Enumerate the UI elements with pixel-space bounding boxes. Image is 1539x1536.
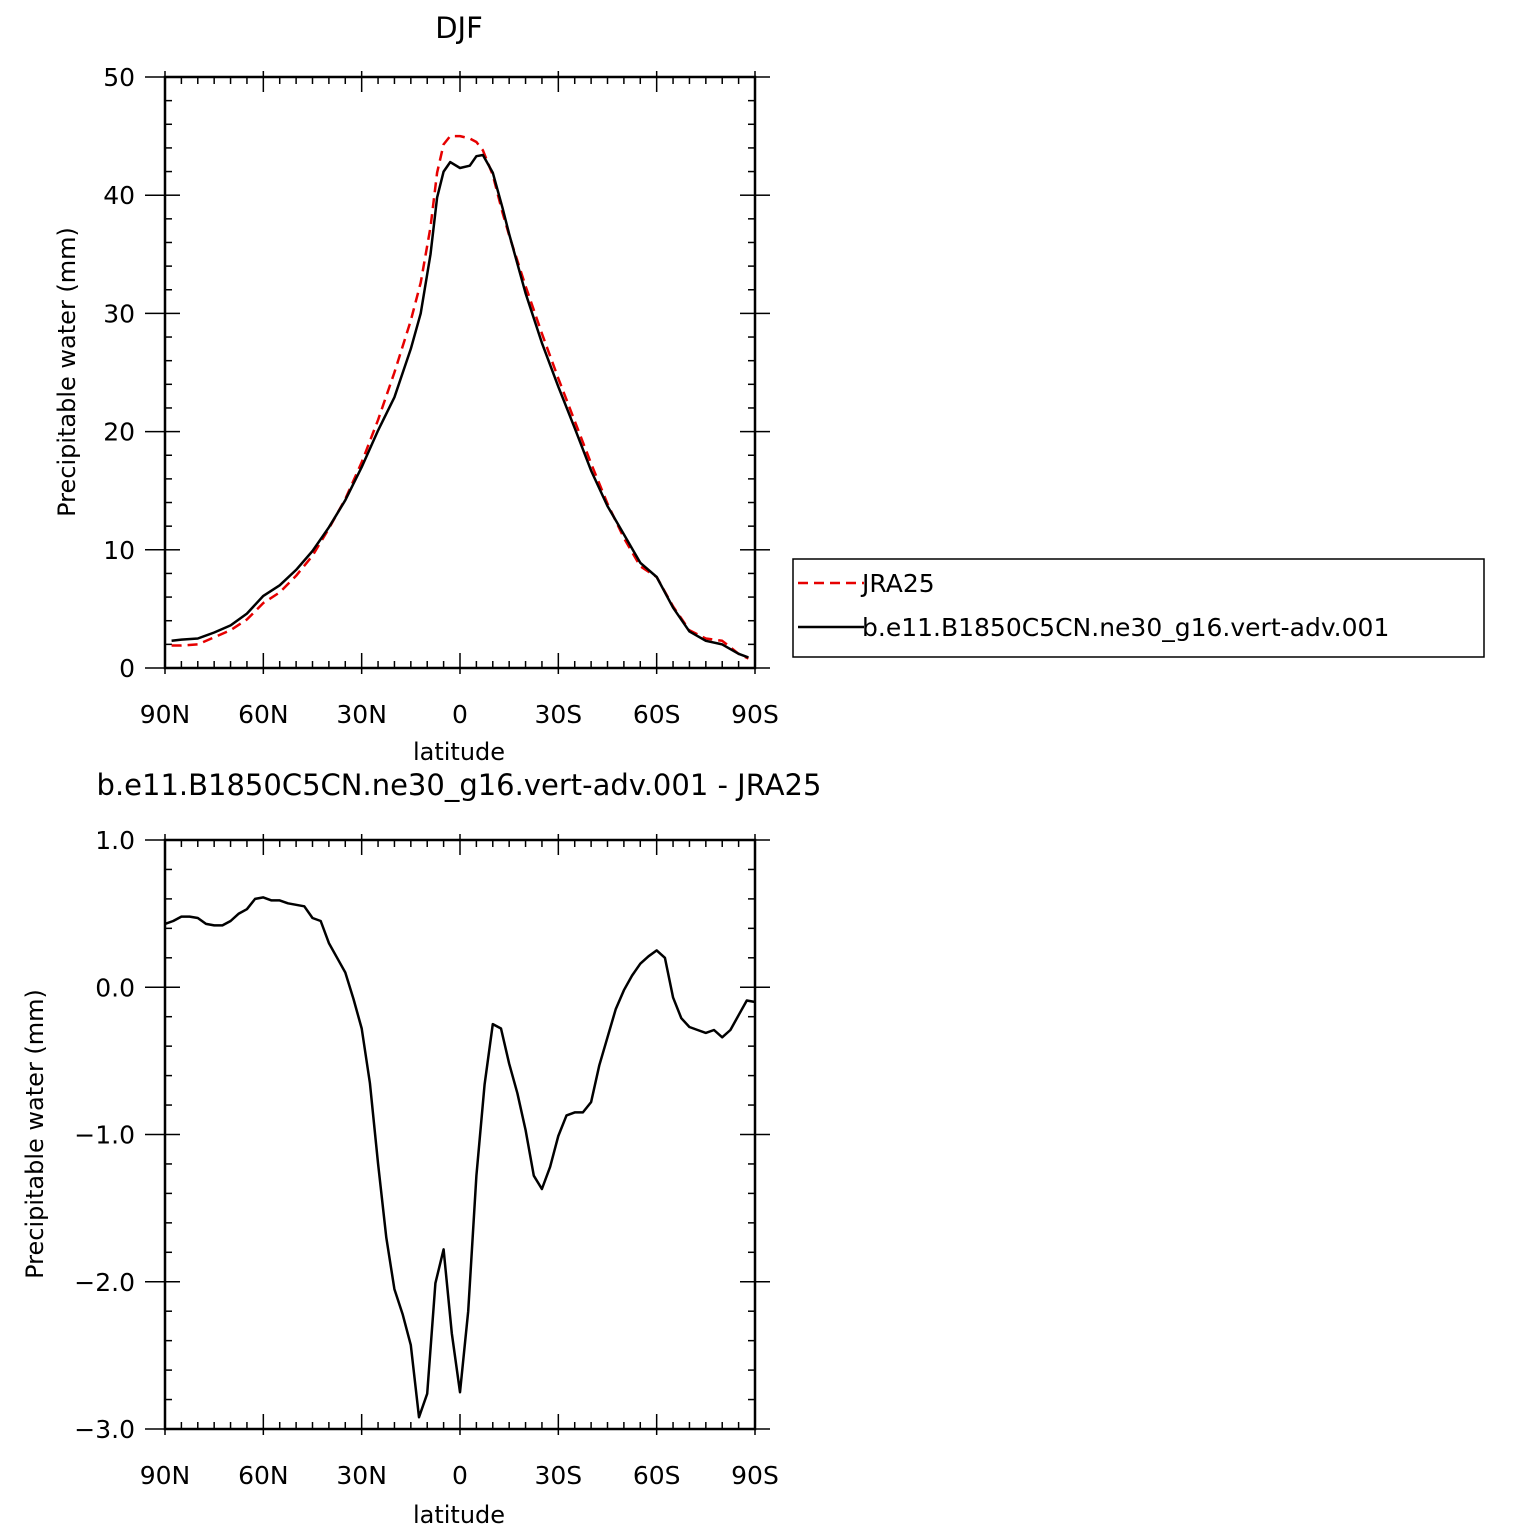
bottom-plot-frame <box>163 838 757 1431</box>
bottom-y-tick-label: 1.0 <box>95 826 135 855</box>
top-y-tick-label: 30 <box>103 299 135 328</box>
bottom-y-axis-title: Precipitable water (mm) <box>21 989 49 1279</box>
top-x-tick-label: 90N <box>140 700 191 729</box>
top-y-tick-label: 50 <box>103 63 135 92</box>
bottom-panel-title: b.e11.B1850C5CN.ne30_g16.vert-adv.001 - … <box>97 768 822 802</box>
bottom-tick-labels: 90N 60N 30N 0 30S 60S 90S 1.0 0.0 −1.0 −2.0 −3.0 <box>74 826 779 1490</box>
bottom-x-tick-label: 60N <box>238 1461 289 1490</box>
legend-label-model: b.e11.B1850C5CN.ne30_g16.vert-adv.001 <box>862 613 1389 642</box>
bottom-y-tick-label: −2.0 <box>74 1268 135 1297</box>
legend: JRA25 b.e11.B1850C5CN.ne30_g16.vert-adv.… <box>792 558 1485 658</box>
bottom-x-tick-label: 0 <box>452 1461 468 1490</box>
top-series-line-1 <box>171 153 749 659</box>
bottom-x-axis-title: latitude <box>413 1501 505 1529</box>
bottom-axis-ticks <box>145 834 770 1435</box>
top-x-tick-label: 0 <box>452 700 468 729</box>
bottom-y-tick-label: 0.0 <box>95 973 135 1002</box>
top-x-tick-label: 60N <box>238 700 289 729</box>
bottom-y-tick-label: −1.0 <box>74 1121 135 1150</box>
top-y-tick-label: 20 <box>103 418 135 447</box>
bottom-x-tick-label: 90N <box>140 1461 191 1490</box>
bottom-series-group <box>164 896 756 1419</box>
top-plot-frame <box>163 75 757 670</box>
top-y-tick-label: 10 <box>103 536 135 565</box>
top-axis-ticks <box>145 71 770 674</box>
bottom-y-tick-label: −3.0 <box>74 1415 135 1444</box>
top-y-axis-title: Precipitable water (mm) <box>53 227 81 517</box>
bottom-x-tick-label: 60S <box>633 1461 681 1490</box>
bottom-x-tick-label: 90S <box>731 1461 779 1490</box>
top-series-line-0 <box>171 134 749 660</box>
bottom-x-tick-label: 30S <box>534 1461 582 1490</box>
top-x-tick-label: 30N <box>336 700 387 729</box>
top-x-tick-label: 30S <box>534 700 582 729</box>
top-x-tick-label: 90S <box>731 700 779 729</box>
legend-box <box>792 558 1485 658</box>
top-x-axis-title: latitude <box>413 738 505 766</box>
top-panel-title: DJF <box>435 11 483 45</box>
top-x-tick-label: 60S <box>633 700 681 729</box>
top-series-group <box>171 134 749 660</box>
top-tick-labels: 90N 60N 30N 0 30S 60S 90S 0 10 20 30 40 50 <box>103 63 779 729</box>
legend-label-jra25: JRA25 <box>860 569 935 598</box>
bottom-series-line-0 <box>164 896 756 1419</box>
bottom-x-tick-label: 30N <box>336 1461 387 1490</box>
bottom-panel: b.e11.B1850C5CN.ne30_g16.vert-adv.001 - … <box>21 768 821 1529</box>
top-panel: DJF 90N 60N 30N 0 30S 60S 90S 0 10 20 30 40 50 latit… <box>53 11 779 766</box>
top-y-tick-label: 0 <box>119 654 135 683</box>
top-y-tick-label: 40 <box>103 181 135 210</box>
